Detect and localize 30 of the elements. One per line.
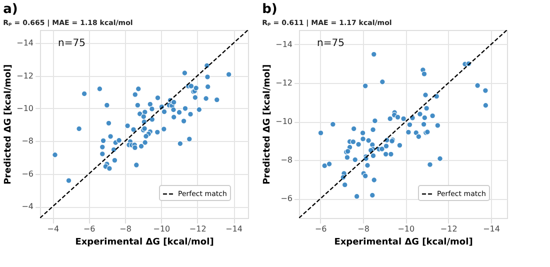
y-tick-label: −8 <box>22 136 34 146</box>
x-axis-title: Experimental ΔG [kcal/mol] <box>75 238 214 248</box>
y-tick-label: −4 <box>22 202 34 212</box>
chart-title: b) <box>262 2 278 17</box>
y-tick-label: −8 <box>280 156 292 165</box>
x-tick-label: −4 <box>47 224 60 234</box>
y-axis-title: Predicted ΔG [kcal/mol] <box>262 64 273 185</box>
y-tick-label: −6 <box>280 194 292 204</box>
x-tick-label: −12 <box>440 224 458 234</box>
x-tick-label: −14 <box>226 224 242 234</box>
x-tick-label: −8 <box>358 224 370 234</box>
x-axis-title: Experimental ΔG [kcal/mol] <box>334 238 473 248</box>
x-tick-label: −10 <box>398 224 415 234</box>
x-tick-label: −6 <box>314 224 327 234</box>
y-tick-label: −14 <box>16 38 34 48</box>
x-tick-label: −12 <box>189 224 206 234</box>
y-tick-label: −12 <box>276 78 292 88</box>
y-axis-title: Predicted ΔG [kcal/mol] <box>4 64 14 185</box>
y-tick-label: −10 <box>16 104 34 113</box>
x-tick-label: −6 <box>83 224 96 234</box>
y-tick-label: −10 <box>276 117 292 126</box>
annotation: n=75 <box>58 38 86 49</box>
x-tick-label: −10 <box>153 224 170 234</box>
y-tick-label: −6 <box>22 169 34 178</box>
y-tick-label: −12 <box>16 71 34 80</box>
annotation: n=75 <box>317 38 344 49</box>
chart-title: a) <box>3 2 18 17</box>
y-tick-label: −14 <box>276 40 292 49</box>
x-tick-label: −14 <box>483 224 500 234</box>
x-tick-label: −8 <box>120 224 132 234</box>
